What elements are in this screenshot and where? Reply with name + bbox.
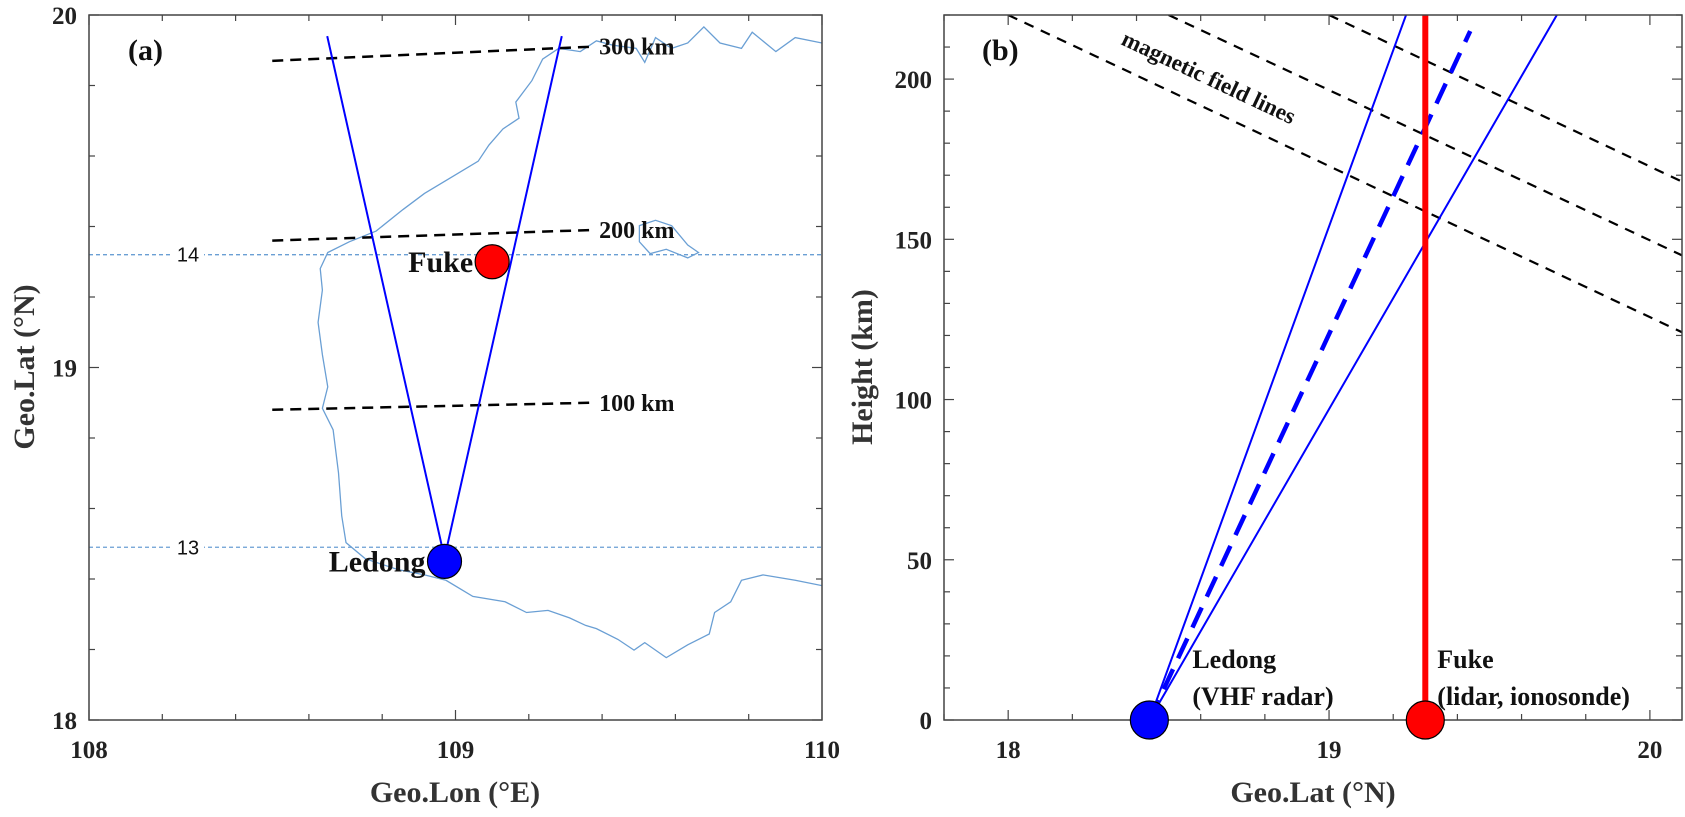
radar-beam-edge — [1148, 15, 1558, 720]
y-tick-label-b: 100 — [895, 388, 933, 415]
radar-beam-edge — [326, 35, 446, 559]
radar-beam-center — [1147, 30, 1473, 720]
station-label-ledong: Ledong — [329, 545, 426, 578]
station-marker-fuke — [1405, 700, 1445, 740]
height-contour-label: 300 km — [599, 35, 674, 61]
magnetic-field-line — [1168, 15, 1682, 257]
height-contour-label: 100 km — [599, 391, 674, 417]
y-tick-label-a: 19 — [52, 356, 77, 383]
station-marker-ledong — [1129, 700, 1169, 740]
station-instrument-fuke: (lidar, ionosonde) — [1437, 682, 1630, 711]
magnetic-field-lines-label: magnetic field lines — [1118, 26, 1300, 129]
y-tick-label-b: 50 — [907, 548, 932, 575]
radar-beam-edge — [1148, 15, 1407, 720]
x-axis-label-a: Geo.Lon (°E) — [370, 776, 540, 809]
x-tick-label-b: 19 — [1317, 737, 1342, 764]
magnetic-latitude-label: 13 — [177, 537, 199, 559]
station-label-fuke: Fuke — [408, 246, 473, 279]
station-marker-ledong — [426, 543, 463, 579]
x-axis-label-b: Geo.Lat (°N) — [1230, 776, 1395, 809]
panel-label-b: (b) — [982, 34, 1019, 67]
y-axis-label-a: Geo.Lat (°N) — [8, 284, 41, 449]
x-tick-label-a: 110 — [804, 737, 840, 764]
y-axis-label-b: Height (km) — [846, 289, 879, 445]
station-marker-fuke — [474, 244, 510, 280]
magnetic-latitude-label-bg — [172, 242, 204, 267]
height-contour-line — [272, 228, 592, 242]
station-instrument-ledong: (VHF radar) — [1192, 682, 1333, 711]
magnetic-field-line — [1007, 15, 1682, 334]
panel-label-a: (a) — [128, 34, 163, 67]
y-tick-label-b: 0 — [920, 708, 933, 735]
panel-b-height-profile: magnetic field lines 18 19 20050100150200 … — [846, 14, 1683, 809]
magnetic-latitude-label-bg — [172, 535, 204, 560]
station-name-ledong: Ledong — [1192, 645, 1276, 674]
x-tick-label-b: 18 — [996, 737, 1021, 764]
axes-frame-a — [88, 14, 823, 721]
y-tick-label-b: 150 — [895, 227, 933, 254]
magnetic-latitude-label: 14 — [177, 245, 199, 267]
y-tick-label-a: 18 — [52, 708, 77, 735]
station-name-fuke: Fuke — [1437, 645, 1493, 674]
height-contour-label: 200 km — [599, 218, 674, 244]
x-tick-label-a: 109 — [437, 737, 475, 764]
height-contour-line — [272, 401, 592, 412]
magnetic-field-line — [1328, 15, 1682, 183]
x-tick-label-a: 108 — [70, 737, 108, 764]
y-tick-label-a: 20 — [52, 3, 77, 30]
x-tick-label-b: 20 — [1637, 737, 1662, 764]
y-tick-label-b: 200 — [895, 67, 933, 94]
radar-beam-edge — [443, 35, 563, 559]
panel-a-map: 14 13 300 km 200 km 100 km Ledong Fuke 108 109 1… — [8, 3, 840, 809]
